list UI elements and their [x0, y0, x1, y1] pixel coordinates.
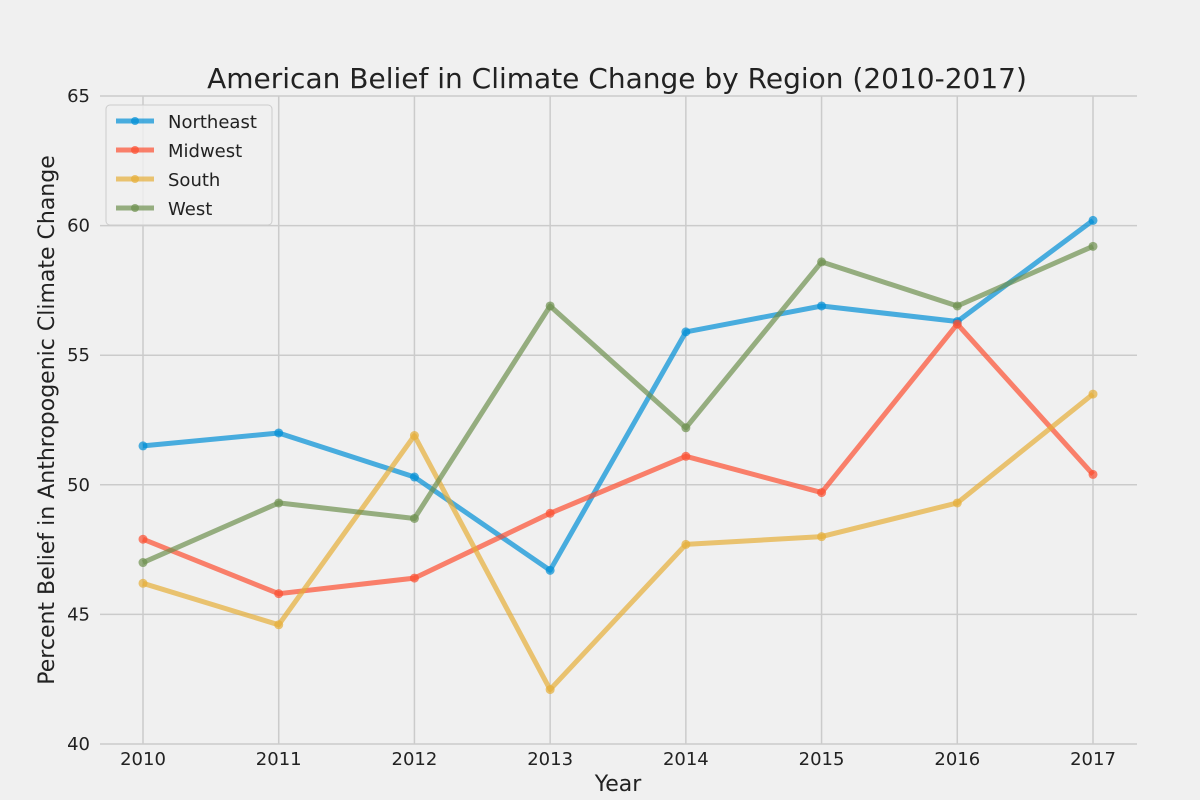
data-point-northeast: [274, 428, 284, 438]
y-tick-label: 45: [67, 604, 90, 625]
data-point-south: [138, 578, 148, 588]
data-point-south: [952, 498, 962, 508]
data-point-midwest: [545, 508, 555, 518]
data-point-northeast: [1088, 215, 1098, 225]
data-point-midwest: [138, 534, 148, 544]
data-point-south: [1088, 389, 1098, 399]
data-point-south: [545, 685, 555, 695]
series-line-northeast: [142, 218, 1095, 573]
data-point-west: [817, 257, 827, 267]
y-tick-label: 50: [67, 475, 90, 496]
data-point-midwest: [409, 573, 419, 583]
series-group: [138, 215, 1098, 695]
x-tick-label: 2016: [934, 749, 980, 770]
tick-labels: 2010 2011 2012 2013 2014 2015 2016 2017 40 45 50 55…: [67, 86, 1116, 770]
legend-marker-northeast: [131, 117, 139, 125]
series-line-west: [141, 244, 1095, 565]
y-tick-label: 55: [67, 345, 90, 366]
data-point-west: [1088, 241, 1098, 251]
data-point-northeast: [545, 565, 555, 575]
series-line-south: [142, 392, 1095, 693]
x-axis-label: Year: [594, 772, 643, 797]
x-tick-label: 2015: [799, 749, 845, 770]
data-point-west: [545, 301, 555, 311]
data-point-midwest: [274, 589, 284, 599]
y-axis-label: Percent Belief in Anthropogenic Climate …: [35, 155, 60, 684]
series-west: [138, 241, 1098, 568]
x-tick-label: 2011: [256, 749, 302, 770]
data-point-south: [409, 431, 419, 441]
y-tick-label: 40: [67, 734, 90, 755]
x-tick-label: 2010: [120, 749, 166, 770]
data-point-midwest: [681, 451, 691, 461]
y-tick-label: 60: [67, 216, 90, 237]
x-tick-label: 2017: [1070, 749, 1116, 770]
chart-title: American Belief in Climate Change by Reg…: [207, 62, 1027, 95]
x-tick-label: 2014: [663, 749, 709, 770]
x-tick-label: 2013: [527, 749, 573, 770]
data-point-midwest: [1088, 469, 1098, 479]
data-point-south: [681, 539, 691, 549]
data-point-west: [409, 513, 419, 523]
data-point-west: [952, 301, 962, 311]
legend-marker-midwest: [131, 146, 139, 154]
data-point-northeast: [138, 441, 148, 451]
x-tick-label: 2012: [392, 749, 438, 770]
data-point-midwest: [952, 319, 962, 329]
legend-label-midwest: Midwest: [168, 141, 242, 162]
series-northeast: [138, 215, 1098, 575]
data-point-midwest: [817, 488, 827, 498]
legend-label-south: South: [168, 170, 220, 191]
legend-frame: [105, 104, 273, 226]
legend: Northeast Midwest South West: [105, 104, 273, 226]
legend-marker-west: [131, 204, 139, 212]
data-point-south: [274, 620, 284, 630]
data-point-west: [138, 558, 148, 568]
legend-label-west: West: [168, 199, 212, 220]
data-point-northeast: [681, 327, 691, 337]
data-point-west: [274, 498, 284, 508]
data-point-northeast: [817, 301, 827, 311]
y-tick-label: 65: [67, 86, 90, 107]
data-point-west: [681, 423, 691, 433]
data-point-northeast: [409, 472, 419, 482]
series-south: [138, 389, 1098, 695]
legend-label-northeast: Northeast: [168, 112, 257, 133]
data-point-south: [817, 532, 827, 542]
legend-marker-south: [131, 175, 139, 183]
